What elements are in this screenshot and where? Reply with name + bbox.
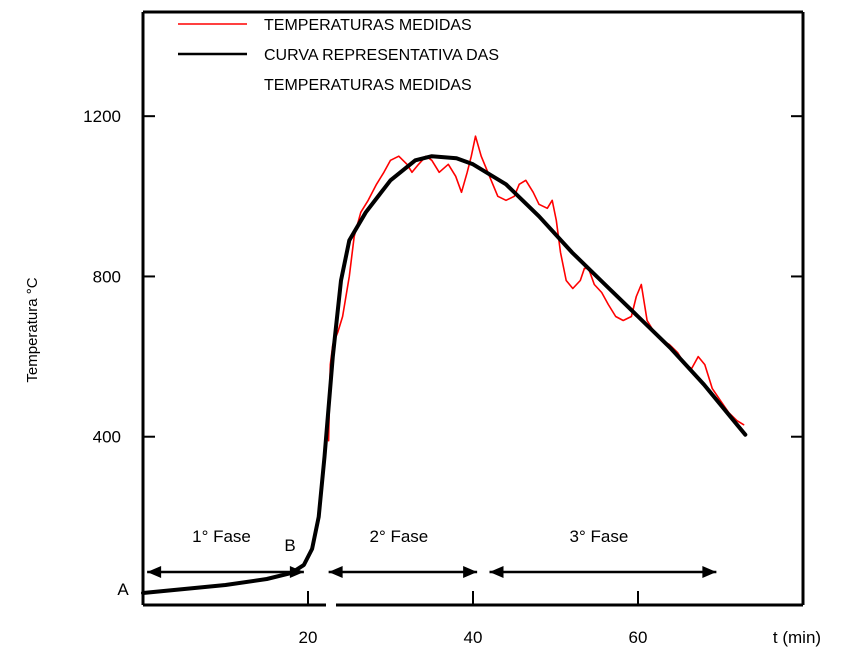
x-tick-label: 20 bbox=[299, 628, 318, 647]
phase-arrow-head-left bbox=[147, 566, 162, 578]
phase-arrow-head-right bbox=[702, 566, 717, 578]
x-axis-label: t (min) bbox=[773, 628, 821, 647]
x-tick-label: 40 bbox=[464, 628, 483, 647]
phase-arrow-head-left bbox=[328, 566, 343, 578]
x-tick-label: 60 bbox=[629, 628, 648, 647]
legend-label-line2: TEMPERATURAS MEDIDAS bbox=[264, 77, 472, 94]
y-tick-label: 400 bbox=[93, 428, 121, 447]
y-tick-label: 1200 bbox=[83, 107, 121, 126]
y-axis-label: Temperatura °C bbox=[24, 277, 41, 382]
phase-arrow-head-right bbox=[289, 566, 304, 578]
point-label: B bbox=[284, 536, 295, 555]
phase-label: 3° Fase bbox=[570, 527, 629, 546]
y-tick-label: 800 bbox=[93, 267, 121, 286]
legend-label: CURVA REPRESENTATIVA DAS bbox=[264, 47, 499, 64]
series-group bbox=[141, 135, 748, 595]
phase-arrow-head-left bbox=[489, 566, 504, 578]
phase-arrow-head-right bbox=[463, 566, 478, 578]
axes-group: 400 800 1200 20 40 60 bbox=[83, 10, 805, 647]
phase-label: 2° Fase bbox=[369, 527, 428, 546]
legend-label: TEMPERATURAS MEDIDAS bbox=[264, 17, 472, 34]
legend-group: TEMPERATURAS MEDIDAS CURVA REPRESENTATIVA… bbox=[178, 17, 499, 94]
point-label: A bbox=[117, 580, 129, 599]
phase-label: 1° Fase bbox=[192, 527, 251, 546]
phases-group: 1° Fase 2° Fase 3° Fase A B bbox=[117, 527, 717, 599]
